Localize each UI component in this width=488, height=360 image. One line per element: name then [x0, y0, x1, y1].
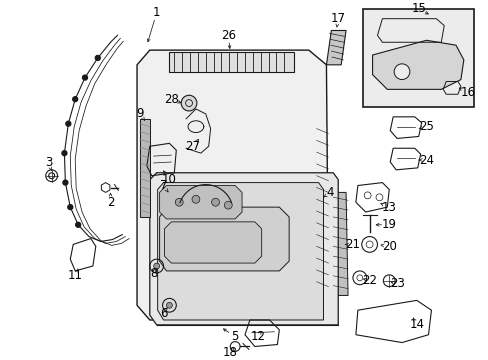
Text: 23: 23 [389, 277, 404, 290]
Circle shape [76, 222, 81, 227]
Text: 21: 21 [345, 238, 360, 251]
Text: 6: 6 [160, 307, 167, 320]
Polygon shape [333, 192, 347, 296]
Polygon shape [137, 50, 328, 320]
Circle shape [166, 302, 172, 308]
Circle shape [68, 205, 73, 210]
Text: 9: 9 [136, 107, 143, 120]
Polygon shape [149, 173, 338, 325]
Text: 27: 27 [185, 140, 200, 153]
Polygon shape [164, 222, 261, 263]
Circle shape [192, 195, 200, 203]
Text: 18: 18 [223, 346, 237, 359]
Circle shape [181, 95, 197, 111]
Circle shape [62, 151, 67, 156]
Circle shape [82, 75, 87, 80]
Text: 1: 1 [153, 6, 160, 19]
Text: 8: 8 [150, 267, 157, 280]
Text: 19: 19 [381, 218, 396, 231]
Polygon shape [169, 52, 293, 72]
Circle shape [393, 64, 409, 80]
Text: 26: 26 [221, 29, 235, 42]
Text: 17: 17 [330, 12, 345, 25]
Text: 16: 16 [459, 86, 474, 99]
Text: 12: 12 [250, 330, 264, 343]
Text: 20: 20 [381, 240, 396, 253]
Text: 14: 14 [408, 318, 424, 332]
Polygon shape [159, 207, 288, 271]
Text: 2: 2 [106, 196, 114, 209]
Circle shape [66, 121, 71, 126]
Text: 13: 13 [381, 201, 396, 213]
Text: 5: 5 [231, 330, 238, 343]
Text: 25: 25 [418, 120, 433, 133]
Polygon shape [159, 185, 242, 219]
Text: 15: 15 [410, 3, 425, 15]
Text: 28: 28 [163, 93, 179, 106]
Text: 3: 3 [45, 157, 52, 170]
Polygon shape [157, 183, 323, 320]
Circle shape [63, 180, 68, 185]
Text: 11: 11 [67, 269, 82, 282]
Circle shape [224, 201, 232, 209]
Text: 22: 22 [362, 274, 376, 287]
Circle shape [175, 198, 183, 206]
Polygon shape [372, 40, 463, 89]
Polygon shape [140, 119, 149, 217]
Circle shape [153, 263, 159, 269]
Text: 24: 24 [418, 153, 433, 167]
Circle shape [95, 55, 100, 60]
Text: 10: 10 [162, 173, 177, 186]
Polygon shape [316, 119, 328, 296]
Polygon shape [326, 31, 346, 65]
Circle shape [73, 97, 78, 102]
Text: 4: 4 [326, 186, 333, 199]
Polygon shape [362, 9, 473, 107]
Text: 7: 7 [160, 179, 167, 192]
Circle shape [211, 198, 219, 206]
